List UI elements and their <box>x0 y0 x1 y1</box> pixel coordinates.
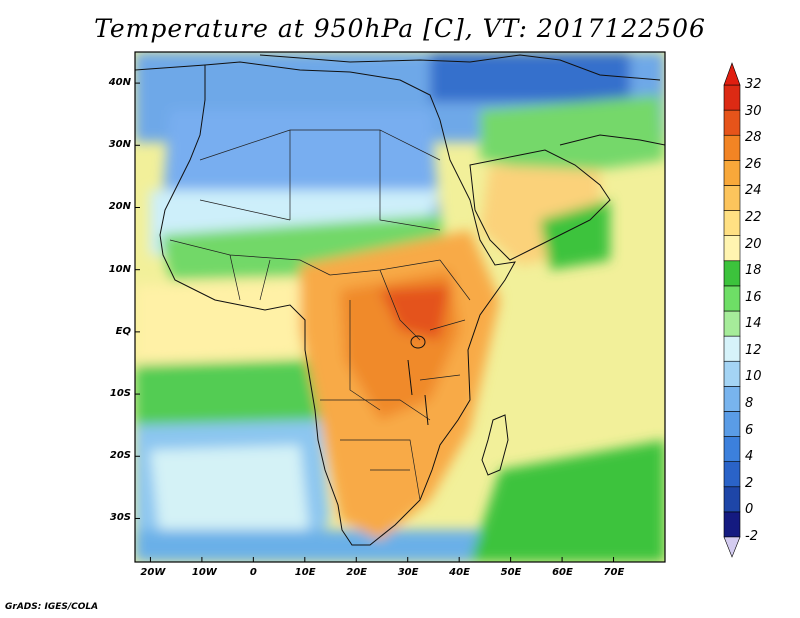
lon-tick-label: 10E <box>294 567 316 578</box>
colorbar-label: 4 <box>745 449 754 465</box>
colorbar-swatch <box>723 260 741 287</box>
axis-ticks <box>135 82 615 562</box>
colorbar-label: -2 <box>745 529 758 544</box>
colorbar-label: 30 <box>745 103 762 119</box>
colorbar-label: 6 <box>745 422 754 438</box>
lon-tick-label: 50E <box>500 567 522 578</box>
colorbar-label: 22 <box>745 209 762 225</box>
colorbar-swatch <box>723 160 741 186</box>
borders <box>169 129 471 501</box>
colorbar-swatch <box>723 310 741 337</box>
colorbar-label: 16 <box>745 289 762 305</box>
lat-tick-label: 10S <box>109 388 131 400</box>
colorbar-swatch <box>723 411 741 437</box>
field-indian-green-s <box>470 440 665 562</box>
coast-europe <box>135 54 661 81</box>
lake-victoria <box>410 335 426 349</box>
colorbar-label: 10 <box>745 369 762 385</box>
colorbar-swatch <box>723 461 741 488</box>
field-rift-hot <box>380 285 450 340</box>
colorbar-label: 14 <box>745 316 762 332</box>
lat-tick-label: 20S <box>109 450 131 462</box>
colorbar-label: 24 <box>745 183 762 199</box>
field-atlantic-pale <box>150 445 310 540</box>
colorbar-swatch <box>723 386 741 412</box>
colorbar-label: 18 <box>745 263 762 279</box>
grads-credit: GrADS: IGES/COLA <box>5 602 99 612</box>
colorbar-label: 20 <box>745 236 762 252</box>
colorbar-label: 0 <box>745 502 754 518</box>
map-frame-border <box>134 51 666 563</box>
lake-malawi <box>424 394 429 426</box>
lat-tick-label: 30N <box>108 139 131 151</box>
colorbar-label: 32 <box>745 77 762 92</box>
lon-tick-label: 60E <box>552 567 573 578</box>
border-west <box>169 239 331 301</box>
colorbar-label: 8 <box>745 396 754 412</box>
colorbar-swatch <box>723 210 741 236</box>
colorbar-label: 2 <box>745 475 754 491</box>
field-atlantic-warm <box>135 280 300 365</box>
field-north-coldest <box>430 52 630 102</box>
colorbar-swatch <box>723 335 741 362</box>
colorbar-swatch <box>723 185 741 211</box>
map-title: Temperature at 950hPa [C], VT: 201712250… <box>94 14 706 43</box>
lat-tick-label: EQ <box>115 325 131 337</box>
colorbar-over-triangle <box>723 62 741 86</box>
coast-arabia <box>469 149 611 261</box>
border-east <box>419 259 471 381</box>
colorbar-swatch <box>723 436 741 462</box>
border-north <box>199 129 441 231</box>
colorbar-swatch <box>723 511 741 538</box>
coast-madagascar <box>481 414 509 476</box>
colorbar-label: 28 <box>745 130 762 146</box>
colorbar-swatch <box>723 134 741 161</box>
coast-africa <box>159 61 516 546</box>
field-atlantic-green <box>135 360 320 430</box>
lat-tick-label: 10N <box>108 263 131 275</box>
colorbar-label: 26 <box>745 156 762 172</box>
lon-tick-label: 20E <box>346 567 367 578</box>
lon-tick-label: 20W <box>140 567 166 578</box>
colorbar-swatch <box>723 285 741 312</box>
lakes <box>407 335 429 426</box>
colorbar-swatch <box>723 235 741 262</box>
border-central <box>320 259 441 501</box>
colorbar-swatch <box>723 360 741 387</box>
lon-tick-label: 40E <box>449 567 470 578</box>
coastlines <box>135 54 665 546</box>
lon-tick-label: 0 <box>249 567 257 578</box>
colorbar-label: 12 <box>745 342 762 358</box>
colorbar-swatch <box>723 486 741 513</box>
field-arabia-green <box>480 95 665 175</box>
lon-tick-label: 10W <box>191 567 217 578</box>
lat-tick-label: 40N <box>108 77 131 89</box>
coast-persia <box>559 134 665 146</box>
lon-tick-label: 70E <box>603 567 625 578</box>
lon-tick-label: 30E <box>397 567 419 578</box>
colorbar-swatch <box>723 84 741 111</box>
colorbar-under-triangle <box>723 536 741 558</box>
colorbar-swatch <box>723 109 741 136</box>
lat-tick-label: 20N <box>108 201 131 213</box>
colorbar <box>723 62 741 558</box>
lake-tanganyika <box>407 359 413 396</box>
lat-tick-label: 30S <box>109 512 131 524</box>
